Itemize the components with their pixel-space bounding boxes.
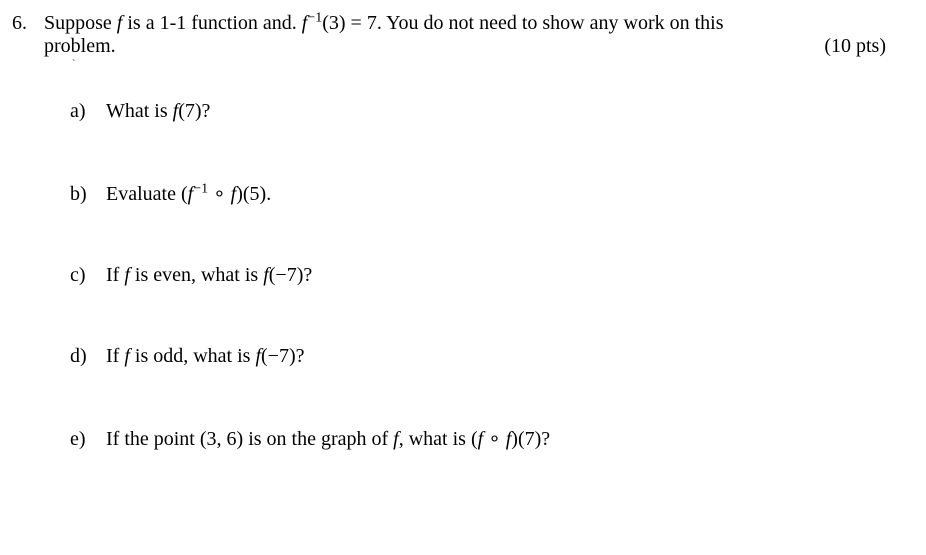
problem-stem: Suppose f is a 1-1 function and. f−1(3) …: [44, 12, 906, 58]
subpart-b: b) Evaluate (f−1 ∘ f)(5).: [70, 181, 906, 206]
subpart-label: d): [70, 345, 92, 368]
subpart-label: c): [70, 264, 92, 287]
subpart-d: d) If f is odd, what is f(−7)?: [70, 345, 906, 368]
stem-line-2: problem.: [44, 35, 116, 58]
subpart-text: If f is even, what is f(−7)?: [106, 264, 312, 287]
problem-body: Suppose f is a 1-1 function and. f−1(3) …: [44, 12, 906, 451]
subpart-text: If f is odd, what is f(−7)?: [106, 345, 305, 368]
subpart-c: c) If f is even, what is f(−7)?: [70, 264, 906, 287]
stem-line-1: Suppose f is a 1-1 function and. f−1(3) …: [44, 12, 724, 34]
page: 6. Suppose f is a 1-1 function and. f−1(…: [0, 0, 926, 471]
subpart-text: If the point (3, 6) is on the graph of f…: [106, 426, 550, 451]
problem-points: (10 pts): [824, 35, 886, 58]
problem-6: 6. Suppose f is a 1-1 function and. f−1(…: [12, 12, 906, 451]
tick-mark: `: [72, 60, 906, 70]
subpart-a: a) What is f(7)?: [70, 100, 906, 123]
subpart-label: a): [70, 100, 92, 123]
subpart-label: e): [70, 428, 92, 451]
problem-stem-row: Suppose f is a 1-1 function and. f−1(3) …: [44, 12, 906, 58]
subpart-e: e) If the point (3, 6) is on the graph o…: [70, 426, 906, 451]
problem-number: 6.: [12, 12, 44, 35]
subpart-label: b): [70, 183, 92, 206]
subpart-text: Evaluate (f−1 ∘ f)(5).: [106, 181, 271, 206]
subpart-text: What is f(7)?: [106, 100, 210, 123]
